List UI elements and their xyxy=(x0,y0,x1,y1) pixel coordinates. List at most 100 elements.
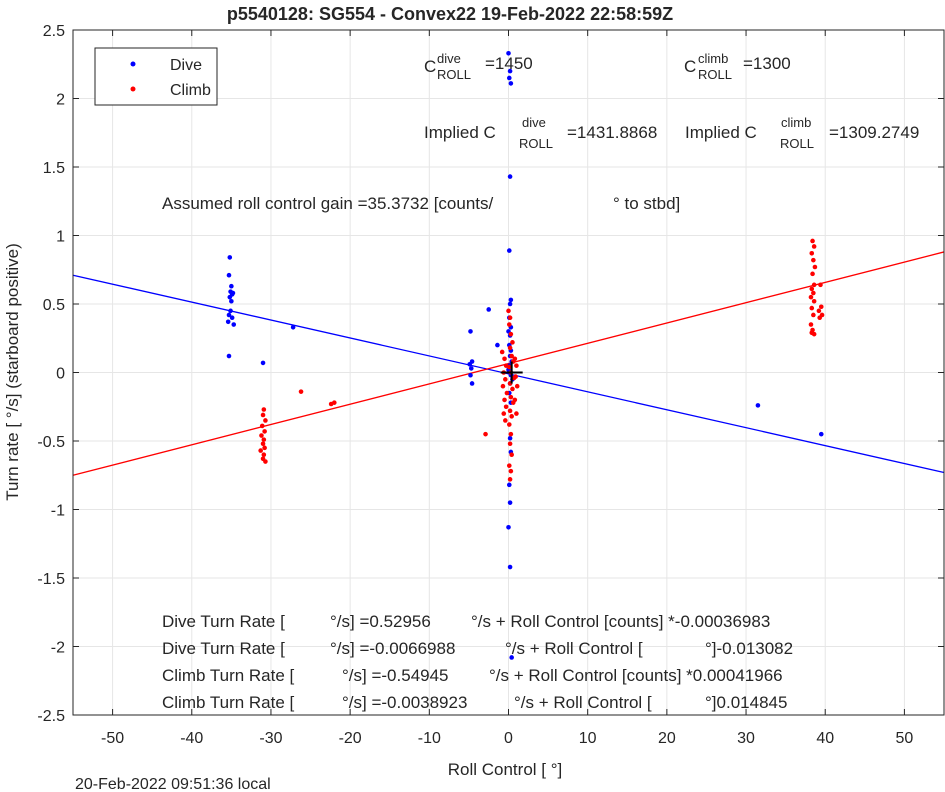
fit-eq-2-d: °]-0.013082 xyxy=(705,639,793,658)
y-tick-label: 1.5 xyxy=(43,160,65,177)
fit-eq-2-a: Dive Turn Rate [ xyxy=(162,639,285,658)
point-climb xyxy=(506,322,512,327)
point-climb xyxy=(808,294,814,300)
point-dive xyxy=(507,435,513,441)
point-dive xyxy=(495,342,500,348)
annotation-gain-text: Assumed roll control gain =35.3732 [coun… xyxy=(162,194,494,213)
point-climb xyxy=(509,353,514,359)
point-climb xyxy=(811,244,817,249)
point-climb xyxy=(506,364,512,370)
point-climb xyxy=(808,322,814,327)
point-climb xyxy=(259,433,264,438)
y-tick-label: -2.5 xyxy=(37,708,65,725)
point-dive xyxy=(468,366,474,371)
annotation-c-dive: C dive ROLL =1450 xyxy=(424,51,533,82)
legend: Dive Climb xyxy=(94,47,218,106)
fit-eq-1-c: °/s + Roll Control [counts] *-0.00036983 xyxy=(471,612,770,631)
point-dive xyxy=(231,322,237,327)
point-climb xyxy=(512,356,518,362)
chart-title: p5540128: SG554 - Convex22 19-Feb-2022 2… xyxy=(227,4,673,24)
legend-box xyxy=(94,47,218,106)
point-climb xyxy=(483,431,488,437)
annotation-implied-dive-sub: ROLL xyxy=(519,136,553,151)
point-dive xyxy=(506,248,512,253)
point-dive xyxy=(226,353,232,359)
point-climb xyxy=(259,423,265,429)
annotation-implied-dive-sup: dive xyxy=(522,115,546,130)
point-dive xyxy=(230,290,236,296)
y-tick-label: 1 xyxy=(56,229,65,246)
point-climb xyxy=(262,445,267,451)
point-climb xyxy=(506,308,511,314)
point-dive xyxy=(508,81,514,86)
point-climb xyxy=(510,386,515,392)
x-axis-ticks: -50 -40 -30 -20 -10 0 10 20 30 40 50 xyxy=(101,30,913,747)
annotation-c-dive-sup: dive xyxy=(437,51,461,66)
point-dive xyxy=(507,500,513,505)
point-dive xyxy=(506,525,511,530)
point-climb xyxy=(502,356,507,362)
point-climb xyxy=(811,331,817,337)
x-tick-label: -10 xyxy=(418,730,441,747)
point-dive xyxy=(290,324,296,330)
legend-marker-dive xyxy=(130,61,136,67)
point-climb xyxy=(811,290,816,296)
annotation-implied-climb-sup: climb xyxy=(781,115,811,130)
point-climb xyxy=(262,429,267,434)
point-climb xyxy=(503,418,508,423)
point-dive xyxy=(467,361,473,367)
x-tick-label: -30 xyxy=(259,730,282,747)
point-climb xyxy=(261,437,267,442)
point-climb xyxy=(810,271,815,277)
fit-equations: Dive Turn Rate [ °/s] =0.52956 °/s + Rol… xyxy=(162,612,793,712)
point-climb xyxy=(499,349,505,355)
y-axis-label: Turn rate [ °/s] (starboard positive) xyxy=(3,243,22,500)
annotation-c-climb: C climb ROLL =1300 xyxy=(684,51,791,82)
point-climb xyxy=(507,441,513,447)
point-climb xyxy=(818,282,823,288)
y-axis-ticks: -2.5 -2 -1.5 -1 -0.5 0 0.5 1 1.5 2 2.5 xyxy=(37,23,944,725)
x-tick-label: 30 xyxy=(737,730,755,747)
point-climb xyxy=(502,397,507,403)
x-tick-label: 40 xyxy=(816,730,834,747)
point-climb xyxy=(263,459,268,464)
annotation-c-climb-sub: ROLL xyxy=(698,67,732,82)
point-climb xyxy=(816,308,822,314)
point-climb xyxy=(503,404,509,410)
x-tick-label: 20 xyxy=(658,730,676,747)
x-tick-label: -50 xyxy=(101,730,124,747)
annotation-c-dive-base: C xyxy=(424,57,436,76)
point-dive xyxy=(468,329,473,334)
point-climb xyxy=(514,383,520,389)
point-climb xyxy=(261,407,267,412)
x-tick-label: -40 xyxy=(180,730,203,747)
point-dive xyxy=(755,403,761,408)
point-climb xyxy=(818,304,824,310)
point-dive xyxy=(260,360,266,366)
point-dive xyxy=(226,312,232,318)
point-dive xyxy=(507,68,513,74)
point-climb xyxy=(809,251,815,256)
point-climb xyxy=(507,477,513,482)
annotation-implied-dive-base: Implied C xyxy=(424,123,496,142)
point-climb xyxy=(263,418,268,423)
point-climb xyxy=(500,383,506,389)
point-climb xyxy=(508,331,514,337)
point-climb xyxy=(509,452,514,458)
point-dive xyxy=(227,294,233,300)
point-climb xyxy=(811,312,816,318)
y-tick-label: 0 xyxy=(56,366,65,383)
point-dive xyxy=(468,372,473,378)
annotation-implied-climb-sub: ROLL xyxy=(780,136,814,151)
point-climb xyxy=(332,400,337,405)
point-climb xyxy=(811,282,817,288)
point-dive xyxy=(228,308,233,314)
point-climb xyxy=(514,363,519,368)
point-climb xyxy=(507,408,513,414)
point-dive xyxy=(507,301,513,307)
y-tick-label: -1.5 xyxy=(37,571,65,588)
point-climb xyxy=(817,315,822,321)
point-climb xyxy=(812,264,818,270)
x-tick-label: 10 xyxy=(579,730,597,747)
